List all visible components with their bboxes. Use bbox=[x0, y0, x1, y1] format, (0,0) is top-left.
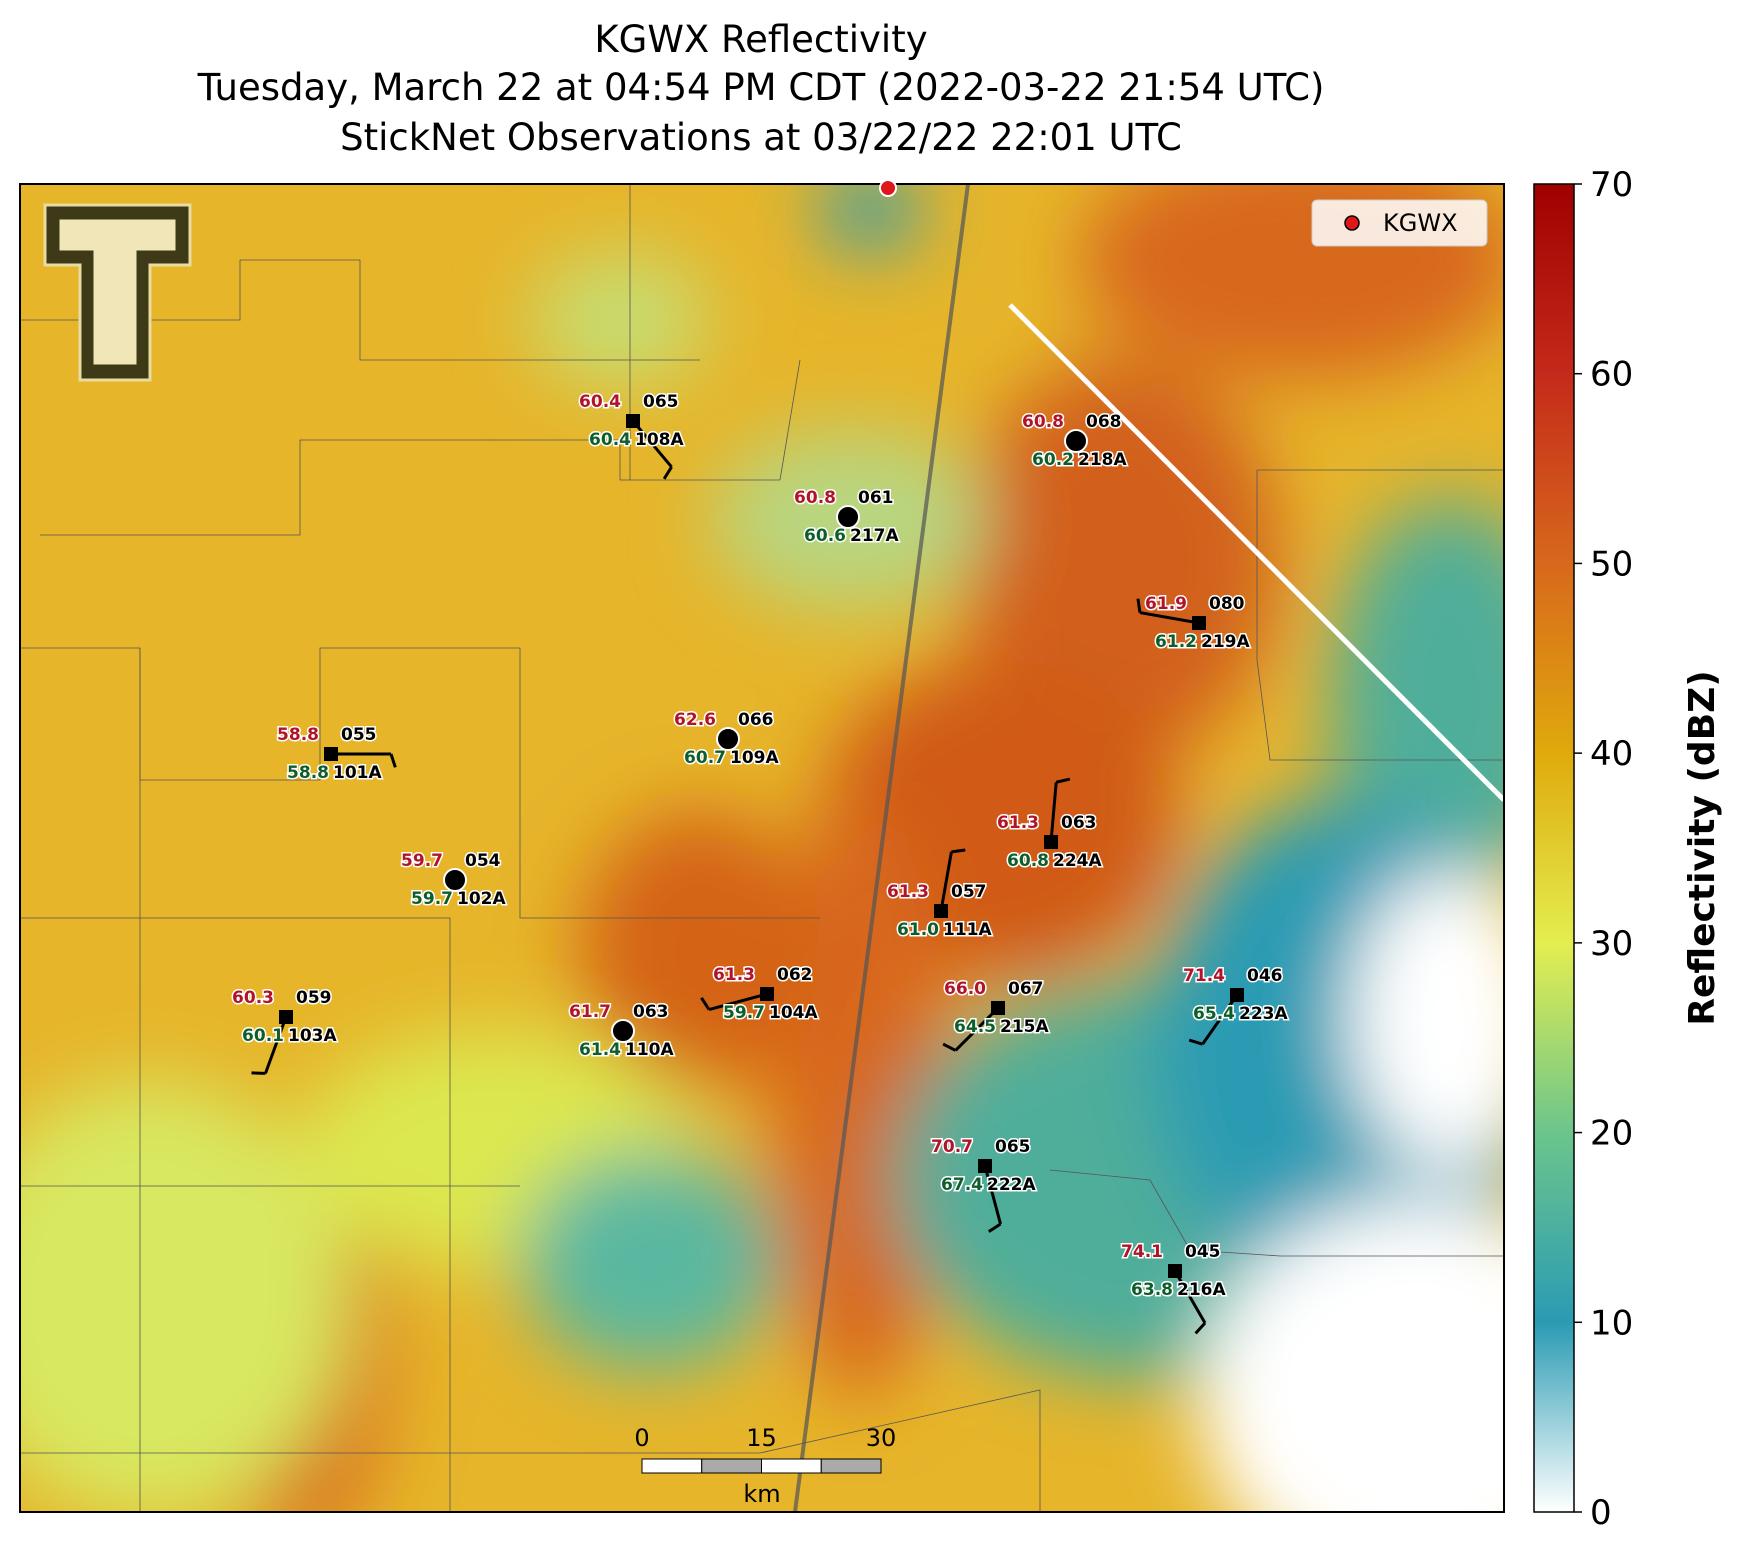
station-marker bbox=[444, 869, 466, 891]
station-temp: 60.8 bbox=[794, 488, 836, 508]
station-code: 045 bbox=[1185, 1242, 1221, 1262]
station-id: 104A bbox=[769, 1003, 818, 1023]
station-id: 223A bbox=[1239, 1004, 1288, 1024]
scale-tick-label: 0 bbox=[634, 1424, 649, 1452]
colorbar-tick-label: 30 bbox=[1590, 924, 1633, 964]
station-temp: 61.9 bbox=[1145, 594, 1187, 614]
station-temp: 58.8 bbox=[277, 725, 319, 745]
station-code: 063 bbox=[1061, 813, 1097, 833]
scale-segment bbox=[762, 1459, 822, 1473]
station-code: 059 bbox=[296, 988, 332, 1008]
station-temp: 74.1 bbox=[1121, 1242, 1163, 1262]
station-code: 061 bbox=[858, 488, 894, 508]
station-code: 080 bbox=[1209, 594, 1245, 614]
station-dew: 61.2 bbox=[1155, 632, 1197, 652]
colorbar-tick-label: 10 bbox=[1590, 1303, 1633, 1343]
colorbar bbox=[1534, 184, 1574, 1512]
station-code: 067 bbox=[1008, 979, 1044, 999]
station-dew: 60.8 bbox=[1007, 851, 1049, 871]
station-code: 063 bbox=[633, 1002, 669, 1022]
station-id: 219A bbox=[1201, 632, 1250, 652]
station-dew: 61.0 bbox=[897, 920, 939, 940]
station-temp: 62.6 bbox=[674, 710, 716, 730]
legend-marker bbox=[1345, 216, 1359, 230]
station-dew: 63.8 bbox=[1131, 1280, 1173, 1300]
colorbar-tick-label: 0 bbox=[1590, 1493, 1612, 1533]
station-dew: 64.5 bbox=[954, 1017, 996, 1037]
legend-label: KGWX bbox=[1383, 209, 1458, 237]
station-marker bbox=[717, 728, 739, 750]
station-id: 111A bbox=[943, 920, 992, 940]
station-code: 065 bbox=[995, 1137, 1031, 1157]
station-dew: 59.7 bbox=[411, 889, 453, 909]
station-temp: 70.7 bbox=[931, 1137, 973, 1157]
station-temp: 60.3 bbox=[232, 988, 274, 1008]
station-dew: 65.4 bbox=[1193, 1004, 1235, 1024]
colorbar-tick-label: 50 bbox=[1590, 544, 1633, 584]
station-marker bbox=[837, 506, 859, 528]
colorbar-tick-label: 40 bbox=[1590, 734, 1633, 774]
station-code: 066 bbox=[738, 710, 774, 730]
title-line: Tuesday, March 22 at 04:54 PM CDT (2022-… bbox=[197, 66, 1325, 109]
station-code: 062 bbox=[777, 965, 813, 985]
scale-segment bbox=[702, 1459, 762, 1473]
station-id: 218A bbox=[1078, 450, 1127, 470]
colorbar-tick-label: 60 bbox=[1590, 355, 1633, 395]
wind-barb-flag bbox=[1138, 599, 1140, 613]
colorbar-tick-label: 20 bbox=[1590, 1114, 1633, 1154]
colorbar-tick-label: 70 bbox=[1590, 165, 1633, 205]
station-dew: 60.1 bbox=[242, 1026, 284, 1046]
station-marker bbox=[612, 1020, 634, 1042]
station-code: 055 bbox=[341, 725, 377, 745]
scale-segment bbox=[821, 1459, 881, 1473]
station-id: 217A bbox=[850, 526, 899, 546]
station-id: 101A bbox=[333, 763, 382, 783]
station-dew: 59.7 bbox=[723, 1003, 765, 1023]
station-id: 110A bbox=[625, 1040, 674, 1060]
station-dew: 60.2 bbox=[1032, 450, 1074, 470]
scale-unit: km bbox=[743, 1480, 780, 1508]
radar-site bbox=[880, 180, 896, 196]
station-id: 216A bbox=[1177, 1280, 1226, 1300]
colorbar-label: Reflectivity (dBZ) bbox=[1682, 670, 1723, 1025]
scale-segment bbox=[642, 1459, 702, 1473]
scale-tick-label: 15 bbox=[746, 1424, 777, 1452]
scale-tick-label: 30 bbox=[866, 1424, 897, 1452]
station-temp: 61.3 bbox=[887, 882, 929, 902]
station-id: 103A bbox=[288, 1026, 337, 1046]
station-code: 054 bbox=[465, 851, 501, 871]
title-line: StickNet Observations at 03/22/22 22:01 … bbox=[340, 116, 1182, 159]
station-code: 065 bbox=[643, 392, 679, 412]
station-id: 109A bbox=[730, 748, 779, 768]
station-id: 108A bbox=[635, 430, 684, 450]
station-code: 068 bbox=[1086, 412, 1122, 432]
station-temp: 61.3 bbox=[713, 965, 755, 985]
station-dew: 58.8 bbox=[287, 763, 329, 783]
legend: KGWX bbox=[1312, 200, 1487, 246]
station-code: 046 bbox=[1247, 966, 1283, 986]
radar-map bbox=[0, 140, 1640, 1549]
station-temp: 60.4 bbox=[579, 392, 621, 412]
station-temp: 71.4 bbox=[1183, 966, 1225, 986]
station-dew: 67.4 bbox=[941, 1175, 983, 1195]
station-id: 215A bbox=[1000, 1017, 1049, 1037]
station-dew: 60.6 bbox=[804, 526, 846, 546]
station-dew: 60.7 bbox=[684, 748, 726, 768]
station-temp: 61.7 bbox=[569, 1002, 611, 1022]
station-id: 222A bbox=[987, 1175, 1036, 1195]
station-id: 102A bbox=[457, 889, 506, 909]
wind-barb-flag bbox=[951, 850, 965, 852]
station-dew: 61.4 bbox=[579, 1040, 621, 1060]
station-temp: 60.8 bbox=[1022, 412, 1064, 432]
station-id: 224A bbox=[1053, 851, 1102, 871]
station-dew: 60.4 bbox=[589, 430, 631, 450]
title-line: KGWX Reflectivity bbox=[594, 18, 927, 61]
station-code: 057 bbox=[951, 882, 987, 902]
station-marker bbox=[1065, 430, 1087, 452]
station-temp: 66.0 bbox=[944, 979, 986, 999]
station-temp: 61.3 bbox=[997, 813, 1039, 833]
station-temp: 59.7 bbox=[401, 851, 443, 871]
